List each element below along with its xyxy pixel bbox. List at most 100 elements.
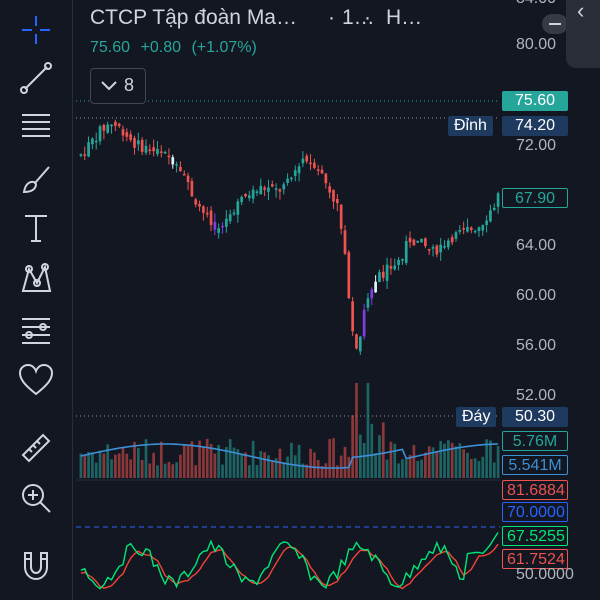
candle-body	[114, 121, 117, 126]
candle-body	[274, 188, 278, 190]
oscillator-d-badge: 61.7524	[502, 549, 568, 569]
volume-bar	[240, 454, 243, 478]
volume-bar	[136, 448, 140, 478]
candle-body	[401, 259, 404, 261]
volume-bar	[492, 462, 496, 478]
volume-bar	[477, 461, 481, 478]
volume-bar	[473, 458, 477, 478]
fib-lines-icon[interactable]	[6, 104, 66, 148]
volume-bar	[278, 448, 282, 478]
drawing-toolbar	[0, 0, 73, 600]
volume-bar	[462, 449, 465, 478]
side-panel-handle[interactable]: ‹	[566, 0, 600, 68]
trend-line-icon[interactable]	[6, 56, 66, 100]
candle-body	[412, 239, 416, 246]
candle-body	[209, 210, 213, 226]
candle-body	[477, 227, 481, 231]
legend: CTCP Tập đoàn Ma… · 1… · H… 75.60 +0.80 …	[90, 6, 568, 66]
candle-body	[286, 178, 289, 183]
volume-bar	[439, 440, 443, 478]
volume-bar	[450, 442, 454, 478]
exchange-label[interactable]: H…	[386, 6, 423, 29]
candle-body	[443, 246, 446, 248]
current-price-badge: 75.60	[502, 91, 568, 111]
volume-bar	[293, 455, 297, 478]
candle-body	[305, 155, 309, 162]
candle-body	[393, 265, 397, 270]
volume-bar	[420, 459, 423, 478]
candle-body	[362, 309, 366, 337]
price-tick: 60.00	[516, 287, 557, 304]
candle-body	[454, 232, 458, 239]
volume-ma-badge: 5.541M	[502, 455, 568, 475]
candle-body	[358, 336, 362, 352]
volume-bar	[290, 442, 293, 478]
volume-bar	[255, 465, 259, 478]
magnet-icon[interactable]	[6, 544, 66, 588]
candle-body	[263, 187, 266, 190]
candle-body	[213, 221, 217, 230]
price-summary: 75.60 +0.80 (+1.07%)	[90, 39, 263, 57]
symbol-title[interactable]: CTCP Tập đoàn Ma…	[90, 6, 297, 29]
indicators-toggle-button[interactable]: 8	[90, 68, 146, 104]
candle-body	[140, 139, 144, 152]
candle-body	[458, 230, 462, 232]
volume-bar	[362, 442, 366, 478]
zoom-in-icon[interactable]	[6, 476, 66, 520]
volume-bar	[485, 439, 488, 478]
candle-body	[301, 158, 305, 164]
volume-bar	[159, 441, 163, 478]
volume-bar	[355, 383, 358, 478]
forecast-icon[interactable]	[6, 308, 66, 352]
volume-bar	[339, 455, 343, 478]
volume-bar	[98, 450, 102, 478]
chart-canvas[interactable]	[76, 0, 600, 600]
volume-bar	[316, 459, 320, 478]
price-tick: 72.00	[516, 137, 557, 154]
candle-body	[489, 210, 492, 222]
volume-bar	[186, 445, 190, 478]
candle-body	[236, 201, 240, 215]
oscillator-k-badge: 67.5255	[502, 526, 568, 546]
ruler-icon[interactable]	[6, 426, 66, 470]
candle-body	[389, 266, 393, 269]
candle-body	[324, 173, 328, 184]
candle-body	[343, 230, 347, 254]
volume-bar	[454, 446, 458, 478]
volume-bar	[297, 444, 301, 478]
volume-bar	[389, 441, 393, 478]
volume-bar	[148, 463, 152, 478]
volume-bar	[286, 456, 289, 478]
volume-bar	[121, 447, 125, 478]
volume-bar	[236, 449, 240, 478]
candle-body	[163, 152, 167, 154]
remove-legend-button[interactable]	[542, 14, 568, 34]
volume-bars	[79, 383, 500, 478]
candle-body	[228, 214, 232, 222]
volume-bar	[144, 439, 148, 478]
text-icon[interactable]	[6, 206, 66, 250]
volume-bar	[424, 452, 427, 478]
candle-body	[221, 225, 224, 228]
high-label: Đỉnh	[448, 116, 493, 136]
volume-bar	[270, 460, 274, 478]
price-tick: 80.00	[516, 36, 557, 53]
crosshair-icon[interactable]	[6, 8, 66, 52]
heart-icon[interactable]	[6, 358, 66, 402]
candle-body	[309, 162, 312, 165]
brush-icon[interactable]	[6, 158, 66, 202]
volume-bar	[163, 463, 167, 478]
pattern-icon[interactable]	[6, 256, 66, 300]
candle-body	[492, 207, 496, 211]
candle-body	[182, 174, 186, 176]
volume-bar	[117, 453, 121, 478]
volume-bar	[435, 451, 439, 478]
volume-bar	[274, 458, 278, 478]
candle-body	[106, 124, 110, 133]
interval-label[interactable]: 1…	[342, 6, 375, 29]
volume-bar	[190, 441, 194, 478]
volume-bar	[305, 464, 309, 478]
volume-bar	[140, 459, 144, 478]
candle-body	[152, 147, 155, 152]
candle-body	[190, 180, 194, 197]
